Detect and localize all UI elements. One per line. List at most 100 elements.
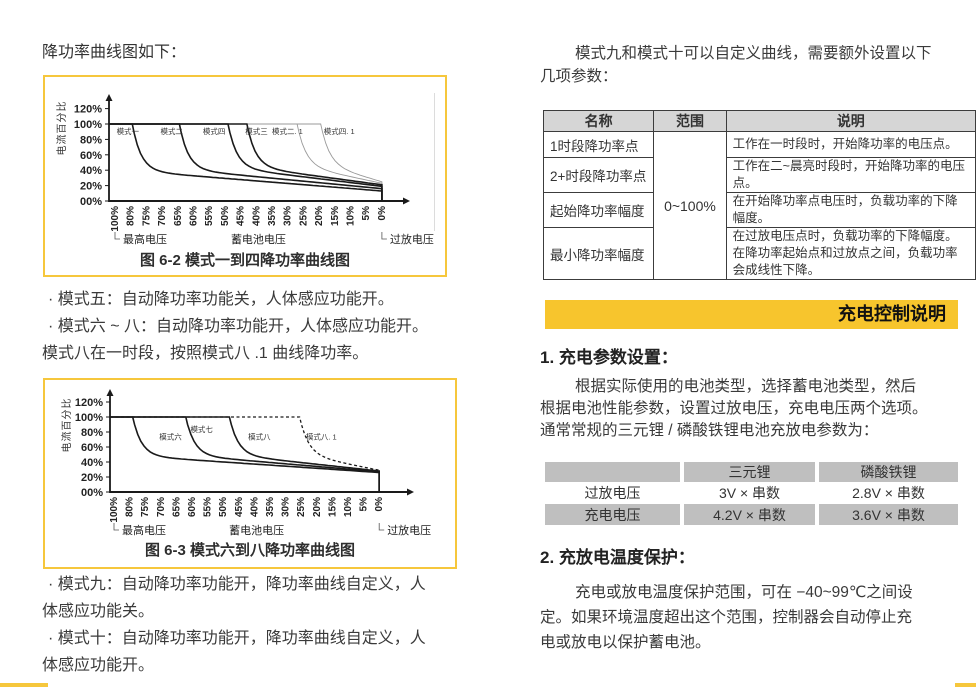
svg-text:20%: 20%	[314, 206, 325, 226]
svg-text:蓄电池电压: 蓄电池电压	[229, 524, 284, 537]
footer-strip-left	[0, 683, 48, 687]
derating-parameter-table: 名称 范围 说明 1时段降功率点 0~100% 工作在一时段时，开始降功率的电压…	[542, 110, 976, 280]
svg-text:80%: 80%	[125, 497, 136, 517]
battery-row-value: 3V × 串数	[718, 485, 781, 501]
svg-text:20%: 20%	[312, 497, 323, 517]
svg-text:模式四. 1: 模式四. 1	[324, 126, 355, 136]
p2-line-1: 充电或放电温度保护范围，可在 −40~99℃之间设	[575, 584, 913, 601]
svg-text:65%: 65%	[173, 206, 184, 226]
svg-text:模式三: 模式三	[245, 126, 268, 136]
svg-text:50%: 50%	[220, 206, 231, 226]
svg-text:80%: 80%	[81, 427, 103, 439]
param-name: 最小降功率幅度	[542, 227, 655, 280]
temperature-protect-paragraph: 充电或放电温度保护范围，可在 −40~99℃之间设 定。如果环境温度超出这个范围…	[540, 580, 964, 655]
battery-col-header	[545, 462, 680, 482]
svg-text:100%: 100%	[110, 206, 121, 232]
svg-text:60%: 60%	[81, 442, 103, 454]
svg-text:0%: 0%	[377, 206, 388, 221]
col-header-name: 名称	[542, 110, 655, 132]
battery-row-value: 2.8V × 串数	[852, 485, 925, 501]
svg-text:5%: 5%	[359, 497, 370, 512]
section-2-title: 2. 充放电温度保护：	[540, 548, 695, 567]
note-mode-10-cont: 体感应功能开。	[42, 657, 155, 674]
svg-text:50%: 50%	[218, 497, 229, 517]
note-mode-9: · 模式九：自动降功率功能开，降功率曲线自定义，人	[48, 576, 426, 593]
svg-text:80%: 80%	[126, 206, 137, 226]
svg-text:100%: 100%	[74, 119, 102, 131]
svg-text:70%: 70%	[157, 206, 168, 226]
svg-text:75%: 75%	[140, 497, 151, 517]
table-row: 1时段降功率点 0~100% 工作在一时段时，开始降功率的电压点。	[542, 131, 976, 280]
figure-6-2-caption: 图 6-2 模式一到四降功率曲线图	[139, 252, 351, 269]
p2-line-2: 定。如果环境温度超出这个范围，控制器会自动停止充	[540, 609, 913, 626]
svg-text:20%: 20%	[81, 472, 103, 484]
p2-line-3: 电或放电以保护蓄电池。	[540, 634, 711, 651]
svg-text:蓄电池电压: 蓄电池电压	[231, 233, 286, 246]
custom-curve-intro: 模式九和模式十可以自定义曲线，需要额外设置以下 几项参数：	[540, 42, 964, 88]
battery-row-name: 充电电压	[545, 504, 680, 525]
svg-text:模式七: 模式七	[190, 424, 213, 434]
svg-text:10%: 10%	[346, 206, 357, 226]
svg-text:30%: 30%	[283, 206, 294, 226]
svg-text:45%: 45%	[236, 206, 247, 226]
svg-text:75%: 75%	[141, 206, 152, 226]
figure-box-6-3: 120% 100% 80% 60% 40% 20% 00% 100% 80% 75% 70% 65% 6…	[43, 378, 457, 569]
svg-text:模式八: 模式八	[248, 432, 271, 442]
mode-notes-5-to-8: · 模式五：自动降功率功能关，人体感应功能开。 · 模式六 ~ 八：自动降功率功…	[42, 286, 487, 367]
p1-line-1: 根据实际使用的电池类型，选择蓄电池类型，然后	[575, 378, 917, 395]
figure-box-6-2: 120% 100% 80% 60% 40% 20% 00% 100% 80% 75% 70% 65% 6…	[43, 75, 447, 277]
param-name: 1时段降功率点	[542, 131, 655, 158]
param-desc: 工作在一时段时，开始降功率的电压点。	[725, 131, 976, 158]
charge-control-banner: 充电控制说明	[545, 300, 958, 329]
svg-text:5%: 5%	[361, 206, 372, 221]
svg-text:45%: 45%	[234, 497, 245, 517]
svg-text:0%: 0%	[374, 497, 385, 512]
svg-text:25%: 25%	[296, 497, 307, 517]
intro-line-1: 模式九和模式十可以自定义曲线，需要额外设置以下	[575, 45, 932, 62]
svg-text:60%: 60%	[187, 497, 198, 517]
svg-text:70%: 70%	[156, 497, 167, 517]
svg-text:65%: 65%	[171, 497, 182, 517]
svg-text:模式八. 1: 模式八. 1	[306, 432, 337, 442]
figure-6-3-caption: 图 6-3 模式六到八降功率曲线图	[144, 542, 356, 559]
svg-text:模式四: 模式四	[203, 126, 226, 136]
svg-text:模式二: 模式二	[161, 126, 184, 136]
derating-chart-modes-1-4: 120% 100% 80% 60% 40% 20% 00% 100% 80% 75% 70% 65% 6…	[55, 94, 434, 246]
svg-text:模式二. 1: 模式二. 1	[272, 126, 303, 136]
svg-text:00%: 00%	[80, 196, 102, 208]
param-range-merged: 0~100%	[653, 131, 727, 280]
svg-text:电流百分比: 电流百分比	[60, 398, 73, 453]
svg-text:15%: 15%	[327, 497, 338, 517]
note-mode-8-cont: 模式八在一时段，按照模式八 .1 曲线降功率。	[42, 345, 369, 362]
svg-text:40%: 40%	[81, 457, 103, 469]
svg-text:20%: 20%	[80, 181, 102, 193]
svg-text:40%: 40%	[80, 165, 102, 177]
battery-row-name: 过放电压	[584, 485, 641, 501]
svg-text:模式一: 模式一	[117, 126, 140, 136]
param-name: 起始降功率幅度	[542, 192, 655, 228]
table-header-row: 名称 范围 说明	[542, 110, 976, 132]
derating-intro-text: 降功率曲线图如下：	[42, 44, 187, 61]
param-desc: 工作在二~晨亮时段时，开始降功率的电压点。	[725, 157, 976, 193]
note-mode-5: · 模式五：自动降功率功能关，人体感应功能开。	[48, 291, 394, 308]
mode-notes-9-10: · 模式九：自动降功率功能开，降功率曲线自定义，人 体感应功能关。 · 模式十：…	[42, 571, 487, 679]
svg-text:10%: 10%	[343, 497, 354, 517]
table-row: 最小降功率幅度 在过放电压点时，负载功率的下降幅度。在降功率起始点和过放点之间，…	[542, 227, 976, 280]
svg-text:120%: 120%	[74, 104, 102, 116]
battery-col-header-ternary: 三元锂	[684, 462, 815, 482]
param-desc: 在开始降功率点电压时，负载功率的下降幅度。	[725, 192, 976, 228]
section-1-title: 1. 充电参数设置：	[540, 348, 678, 367]
param-name: 2+时段降功率点	[542, 157, 655, 193]
col-header-range: 范围	[653, 110, 727, 132]
param-desc: 在过放电压点时，负载功率的下降幅度。在降功率起始点和过放点之间，负载功率会成线性…	[725, 227, 976, 280]
battery-row-value: 3.6V × 串数	[819, 504, 958, 525]
svg-text:60%: 60%	[189, 206, 200, 226]
svg-text:最高电压: 最高电压	[122, 523, 166, 537]
svg-text:模式六: 模式六	[159, 432, 182, 442]
svg-text:过放电压: 过放电压	[390, 232, 434, 246]
scan-artifact-line	[434, 93, 435, 231]
svg-text:80%: 80%	[80, 134, 102, 146]
svg-text:00%: 00%	[81, 487, 103, 499]
derating-chart-modes-6-8: 120% 100% 80% 60% 40% 20% 00% 100% 80% 75% 70% 65% 6…	[60, 389, 431, 537]
svg-text:100%: 100%	[109, 497, 120, 523]
